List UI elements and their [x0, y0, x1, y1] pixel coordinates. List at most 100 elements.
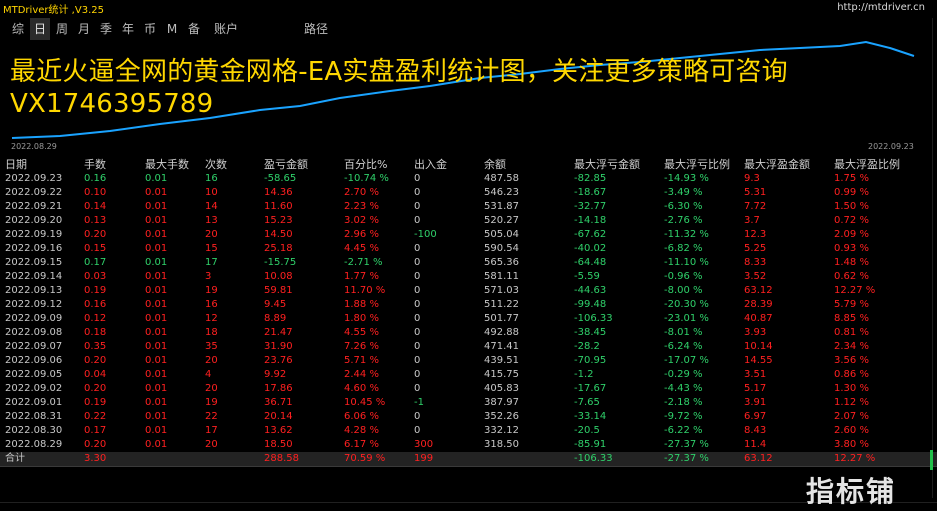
table-cell: 531.87: [484, 201, 519, 212]
table-cell: 20.14: [264, 411, 293, 422]
table-cell: -18.67: [574, 187, 607, 198]
title-bar: MTDriver统计 ,V3.25 http://mtdriver.cn: [0, 0, 937, 16]
toolbar-tab-0[interactable]: 综: [11, 22, 24, 36]
table-cell: -23.01 %: [664, 313, 709, 324]
col-header-10[interactable]: 最大浮盈金额: [744, 158, 810, 171]
table-cell: -99.48: [574, 299, 607, 310]
table-row: 2022.09.19 0.20 0.01 20 14.50 2.96 % -100 505.0…: [0, 228, 937, 242]
col-header-4[interactable]: 盈亏金额: [264, 158, 308, 171]
table-cell: 0.01: [145, 187, 168, 198]
col-header-9[interactable]: 最大浮亏比例: [664, 158, 730, 171]
divider: [0, 466, 937, 467]
toolbar-tab-1[interactable]: 日: [30, 18, 50, 40]
table-cell: -27.37 %: [664, 439, 709, 450]
table-cell: 17: [205, 257, 218, 268]
table-cell: -38.45: [574, 327, 607, 338]
total-cell: -106.33: [574, 453, 613, 464]
table-cell: 8.43: [744, 425, 767, 436]
table-cell: 35: [205, 341, 218, 352]
table-cell: 59.81: [264, 285, 293, 296]
col-header-2[interactable]: 最大手数: [145, 158, 189, 171]
col-header-0[interactable]: 日期: [5, 158, 27, 171]
toolbar-tab-2[interactable]: 周: [55, 22, 68, 36]
table-cell: 2.96 %: [344, 229, 379, 240]
table-cell: 23.76: [264, 355, 293, 366]
toolbar-tab-10[interactable]: 路径: [303, 22, 328, 36]
table-cell: 2022.09.08: [5, 327, 63, 338]
col-header-8[interactable]: 最大浮亏金额: [574, 158, 640, 171]
table-cell: 5.31: [744, 187, 767, 198]
table-cell: 6.17 %: [344, 439, 379, 450]
table-cell: 8.33: [744, 257, 767, 268]
table-cell: 4: [205, 369, 212, 380]
table-cell: 2022.08.30: [5, 425, 63, 436]
table-cell: 0: [414, 411, 421, 422]
table-cell: 3.7: [744, 215, 760, 226]
table-cell: 0.01: [145, 425, 168, 436]
table-cell: 2.34 %: [834, 341, 869, 352]
toolbar-tab-8[interactable]: 备: [187, 22, 200, 36]
table-cell: 8.85 %: [834, 313, 869, 324]
table-cell: 546.23: [484, 187, 519, 198]
table-cell: 2022.09.21: [5, 201, 63, 212]
table-cell: 9.92: [264, 369, 287, 380]
table-cell: 9.3: [744, 173, 760, 184]
table-cell: 8.89: [264, 313, 287, 324]
table-cell: 0.20: [84, 355, 107, 366]
col-header-1[interactable]: 手数: [84, 158, 106, 171]
table-cell: 0: [414, 425, 421, 436]
table-cell: 11.70 %: [344, 285, 386, 296]
table-row: 2022.09.05 0.04 0.01 4 9.92 2.44 % 0 415.75 -1.2…: [0, 368, 937, 382]
site-url[interactable]: http://mtdriver.cn: [837, 2, 925, 13]
table-cell: 0: [414, 243, 421, 254]
table-cell: 12.3: [744, 229, 767, 240]
table-cell: 7.72: [744, 201, 767, 212]
table-row: 2022.09.23 0.16 0.01 16 -58.65 -10.74 % 0 487.5…: [0, 172, 937, 186]
table-cell: 352.26: [484, 411, 519, 422]
col-header-5[interactable]: 百分比%: [344, 158, 388, 171]
table-cell: 387.97: [484, 397, 519, 408]
col-header-3[interactable]: 次数: [205, 158, 227, 171]
table-cell: -11.10 %: [664, 257, 709, 268]
table-cell: 0.20: [84, 383, 107, 394]
balance-chart: [0, 40, 937, 152]
table-cell: 14.36: [264, 187, 293, 198]
total-cell: -27.37 %: [664, 453, 709, 464]
table-cell: 0.13: [84, 215, 107, 226]
toolbar-tab-9[interactable]: 账户: [213, 22, 238, 36]
green-marker: [930, 450, 933, 470]
table-cell: 0: [414, 341, 421, 352]
total-cell: 12.27 %: [834, 453, 876, 464]
table-row: 2022.09.08 0.18 0.01 18 21.47 4.55 % 0 492.88 -3…: [0, 326, 937, 340]
table-cell: 0: [414, 327, 421, 338]
table-cell: 22: [205, 411, 218, 422]
panel-border: [932, 18, 933, 498]
table-cell: 0.01: [145, 299, 168, 310]
table-cell: 0.03: [84, 271, 107, 282]
total-cell: 70.59 %: [344, 453, 386, 464]
table-cell: 1.77 %: [344, 271, 379, 282]
total-cell: 合计: [5, 453, 25, 464]
table-cell: 0.01: [145, 271, 168, 282]
toolbar-tab-6[interactable]: 币: [143, 22, 156, 36]
table-cell: 0.01: [145, 285, 168, 296]
toolbar-tab-5[interactable]: 年: [121, 22, 134, 36]
col-header-7[interactable]: 余额: [484, 158, 506, 171]
toolbar-tab-4[interactable]: 季: [99, 22, 112, 36]
table-cell: 0.17: [84, 257, 107, 268]
total-cell: 3.30: [84, 453, 107, 464]
table-cell: 2022.09.22: [5, 187, 63, 198]
table-cell: 2022.09.12: [5, 299, 63, 310]
table-cell: 17: [205, 425, 218, 436]
table-cell: -8.01 %: [664, 327, 703, 338]
toolbar-tab-7[interactable]: M: [166, 22, 178, 36]
table-cell: 0.01: [145, 313, 168, 324]
table-cell: -20.30 %: [664, 299, 709, 310]
col-header-6[interactable]: 出入金: [414, 158, 447, 171]
table-cell: 12: [205, 313, 218, 324]
period-toolbar: 综日周月季年币 M 备账户 路径: [0, 18, 937, 40]
table-cell: 2022.09.05: [5, 369, 63, 380]
table-cell: 0.93 %: [834, 243, 869, 254]
col-header-11[interactable]: 最大浮盈比例: [834, 158, 900, 171]
toolbar-tab-3[interactable]: 月: [77, 22, 90, 36]
